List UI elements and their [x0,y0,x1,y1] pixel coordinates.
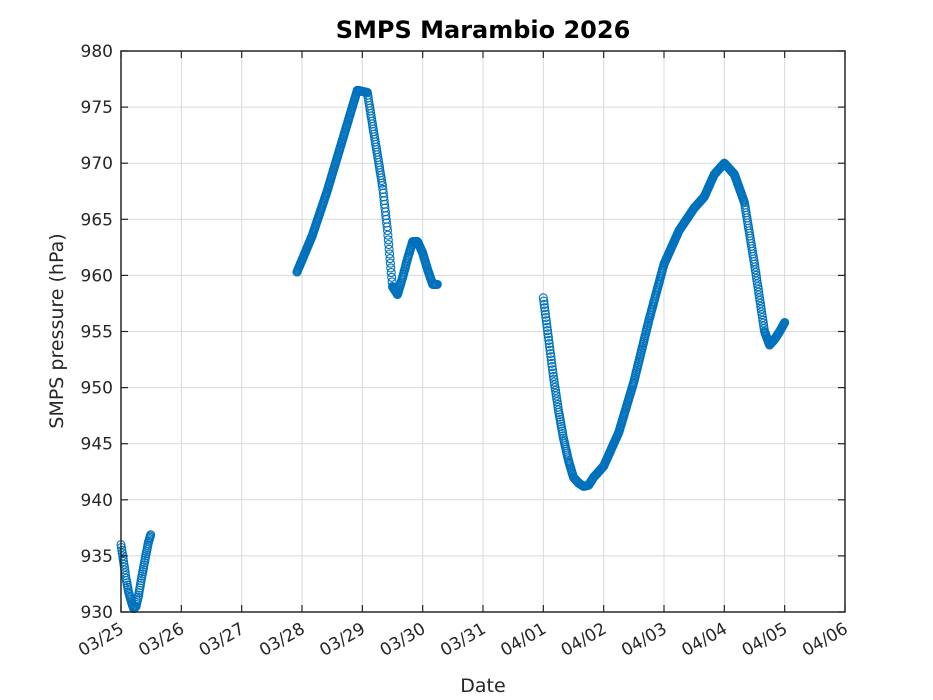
data-point [542,322,552,332]
data-point [548,368,558,378]
data-point [544,335,554,345]
data-point [540,306,550,316]
data-point [754,290,764,300]
data-point [546,352,556,362]
data-point [540,303,550,313]
data-point [548,371,558,381]
data-point [384,239,394,250]
data-point [550,385,561,395]
data-point [542,326,553,336]
y-tick-label: 930 [81,603,113,623]
data-point [382,225,393,236]
data-point [551,391,561,401]
y-tick-label: 975 [81,98,113,118]
data-point [384,244,394,254]
data-point [544,339,554,349]
data-point [753,284,763,294]
data-point [751,270,761,280]
data-point [548,365,558,375]
data-point [758,315,768,325]
data-point [752,276,762,286]
data-point [753,282,763,292]
x-axis-label: Date [460,675,505,697]
data-point [543,329,553,339]
data-point [386,263,396,273]
data-point [542,319,552,329]
data-point [758,318,768,328]
y-tick-label: 980 [81,42,113,62]
y-tick-label: 965 [81,210,113,230]
data-point [551,388,561,398]
y-axis-label: SMPS pressure (hPa) [46,233,68,428]
data-point [543,332,553,342]
data-point [549,377,559,387]
data-point [750,262,760,272]
data-points [116,85,790,614]
data-point [117,548,127,558]
data-point [146,530,156,540]
data-point [540,309,550,319]
data-point [756,304,766,314]
data-point [749,259,760,269]
data-point [385,249,395,259]
data-point [118,556,129,567]
data-point [385,254,395,264]
data-point [538,293,548,303]
data-point [752,273,762,283]
y-tick-label: 955 [81,323,113,343]
chart-title: SMPS Marambio 2026 [336,16,631,44]
y-tick-label: 940 [81,491,113,511]
data-point [545,342,555,352]
data-point [541,316,551,326]
data-point [550,383,560,393]
data-point [387,272,397,282]
y-tick-label: 970 [81,154,113,174]
y-tick-label: 960 [81,266,113,286]
y-tick-label: 945 [81,435,113,455]
data-point [539,296,549,306]
data-point [552,397,562,407]
data-point [545,345,555,355]
data-point [754,293,765,303]
data-point [385,258,395,268]
data-point [383,230,393,240]
data-point [756,301,766,311]
data-point [386,268,396,278]
data-point [545,348,556,359]
data-point [118,554,128,564]
data-point [754,287,764,297]
data-point [757,312,768,323]
data-point [549,374,559,384]
data-point [541,312,551,323]
data-point [383,235,393,245]
data-point [547,358,557,368]
y-tick-label: 935 [81,547,113,567]
data-point [751,268,761,278]
data-point [780,317,790,328]
data-point [546,355,556,365]
data-point [547,362,557,372]
data-point [755,298,765,308]
data-point [539,299,549,309]
data-point [432,279,442,289]
data-point [757,307,767,317]
y-tick-label: 950 [81,379,113,399]
